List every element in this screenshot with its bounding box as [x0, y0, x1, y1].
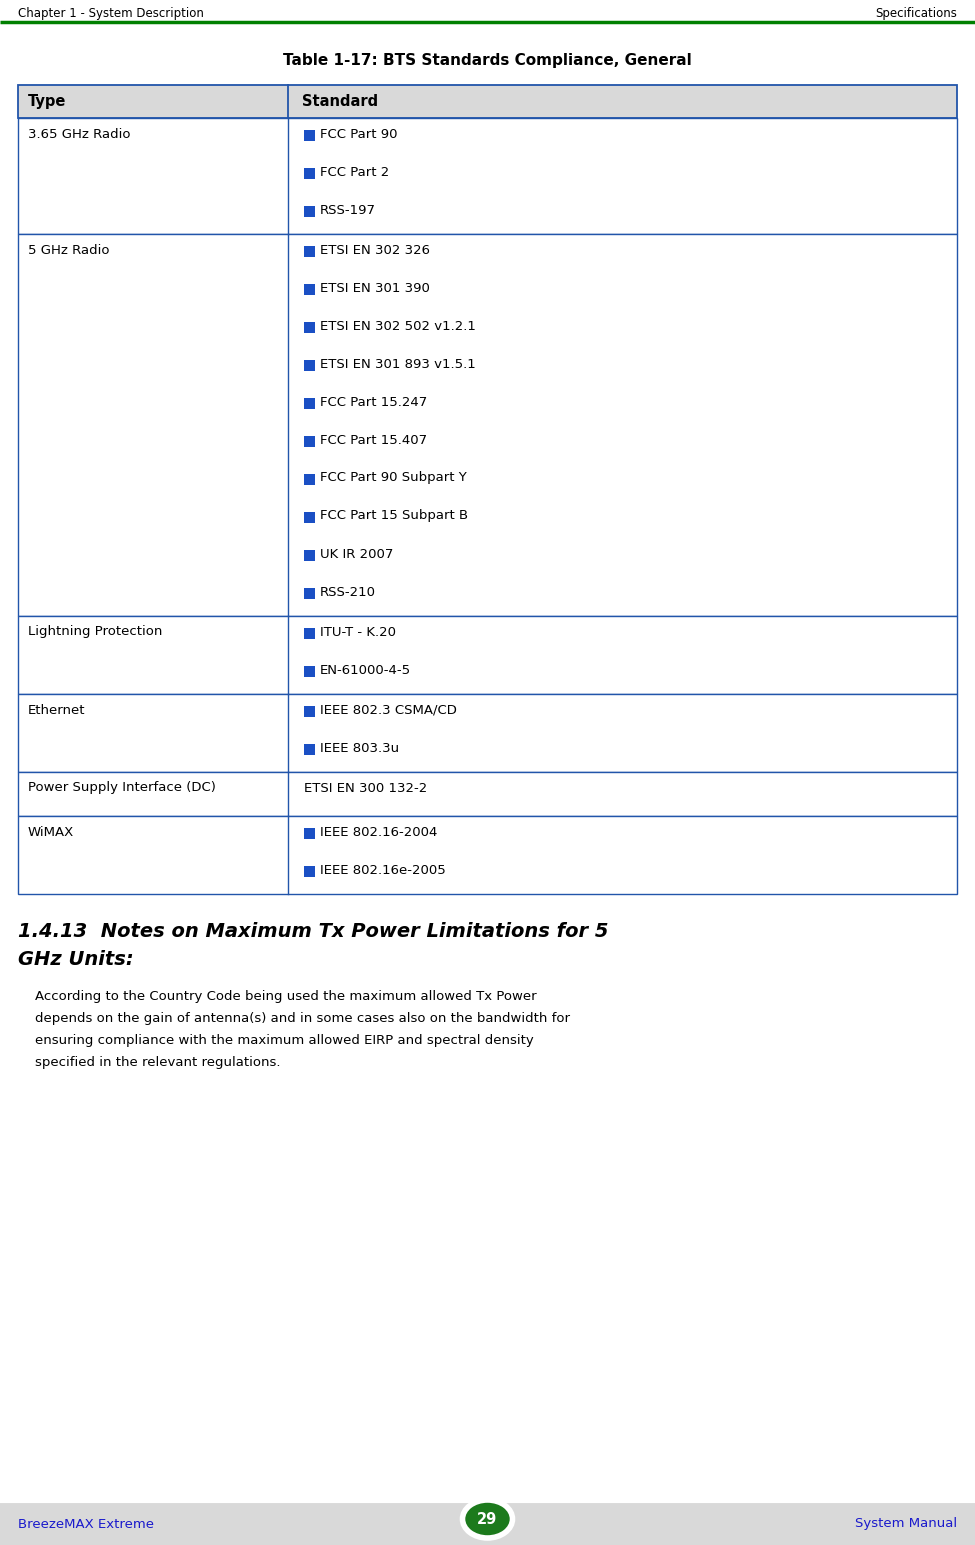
Text: ETSI EN 301 893 v1.5.1: ETSI EN 301 893 v1.5.1 [320, 357, 476, 371]
FancyBboxPatch shape [304, 550, 315, 561]
FancyBboxPatch shape [18, 233, 957, 616]
FancyBboxPatch shape [18, 694, 957, 772]
Text: ETSI EN 301 390: ETSI EN 301 390 [320, 281, 430, 295]
FancyBboxPatch shape [304, 168, 315, 179]
Text: ETSI EN 300 132-2: ETSI EN 300 132-2 [304, 782, 427, 794]
Text: IEEE 802.3 CSMA/CD: IEEE 802.3 CSMA/CD [320, 703, 457, 717]
Text: Table 1-17: BTS Standards Compliance, General: Table 1-17: BTS Standards Compliance, Ge… [283, 53, 692, 68]
Text: EN-61000-4-5: EN-61000-4-5 [320, 663, 411, 677]
FancyBboxPatch shape [0, 1503, 975, 1545]
Text: Ethernet: Ethernet [28, 703, 86, 717]
FancyBboxPatch shape [304, 205, 315, 216]
FancyBboxPatch shape [18, 85, 957, 117]
Text: According to the Country Code being used the maximum allowed Tx Power: According to the Country Code being used… [35, 990, 536, 1003]
FancyBboxPatch shape [304, 246, 315, 256]
Text: IEEE 802.16e-2005: IEEE 802.16e-2005 [320, 864, 446, 876]
FancyBboxPatch shape [304, 321, 315, 334]
FancyBboxPatch shape [304, 627, 315, 640]
FancyBboxPatch shape [304, 666, 315, 677]
Text: specified in the relevant regulations.: specified in the relevant regulations. [35, 1055, 281, 1069]
FancyBboxPatch shape [304, 511, 315, 524]
Text: 1.4.13  Notes on Maximum Tx Power Limitations for 5: 1.4.13 Notes on Maximum Tx Power Limitat… [18, 922, 608, 941]
Text: IEEE 803.3u: IEEE 803.3u [320, 742, 399, 754]
FancyBboxPatch shape [304, 399, 315, 409]
FancyBboxPatch shape [304, 130, 315, 141]
Text: Type: Type [28, 94, 66, 110]
Text: UK IR 2007: UK IR 2007 [320, 547, 393, 561]
Text: ITU-T - K.20: ITU-T - K.20 [320, 626, 396, 638]
Text: FCC Part 90 Subpart Y: FCC Part 90 Subpart Y [320, 471, 467, 485]
Text: Standard: Standard [302, 94, 378, 110]
FancyBboxPatch shape [304, 828, 315, 839]
FancyBboxPatch shape [304, 867, 315, 878]
Text: System Manual: System Manual [855, 1517, 957, 1531]
FancyBboxPatch shape [18, 772, 957, 816]
Text: RSS-197: RSS-197 [320, 204, 376, 216]
Text: depends on the gain of antenna(s) and in some cases also on the bandwidth for: depends on the gain of antenna(s) and in… [35, 1012, 570, 1024]
Text: WiMAX: WiMAX [28, 825, 74, 839]
Text: Chapter 1 - System Description: Chapter 1 - System Description [18, 8, 204, 20]
FancyBboxPatch shape [304, 360, 315, 371]
Text: 29: 29 [478, 1511, 497, 1526]
Text: Power Supply Interface (DC): Power Supply Interface (DC) [28, 782, 215, 794]
FancyBboxPatch shape [18, 816, 957, 895]
FancyBboxPatch shape [18, 117, 957, 233]
Text: IEEE 802.16-2004: IEEE 802.16-2004 [320, 825, 438, 839]
Text: FCC Part 15 Subpart B: FCC Part 15 Subpart B [320, 510, 468, 522]
FancyBboxPatch shape [304, 474, 315, 485]
FancyBboxPatch shape [304, 436, 315, 447]
Text: FCC Part 15.407: FCC Part 15.407 [320, 434, 427, 447]
Text: BreezeMAX Extreme: BreezeMAX Extreme [18, 1517, 154, 1531]
Text: ETSI EN 302 326: ETSI EN 302 326 [320, 244, 430, 256]
FancyBboxPatch shape [304, 589, 315, 599]
FancyBboxPatch shape [304, 745, 315, 756]
Ellipse shape [462, 1500, 513, 1537]
FancyBboxPatch shape [18, 616, 957, 694]
Text: ETSI EN 302 502 v1.2.1: ETSI EN 302 502 v1.2.1 [320, 320, 476, 332]
Text: FCC Part 15.247: FCC Part 15.247 [320, 396, 427, 408]
Text: FCC Part 2: FCC Part 2 [320, 165, 389, 179]
FancyBboxPatch shape [304, 706, 315, 717]
Text: FCC Part 90: FCC Part 90 [320, 128, 398, 141]
Text: RSS-210: RSS-210 [320, 586, 376, 598]
FancyBboxPatch shape [304, 284, 315, 295]
Text: Lightning Protection: Lightning Protection [28, 626, 163, 638]
Text: 3.65 GHz Radio: 3.65 GHz Radio [28, 128, 131, 141]
Text: ensuring compliance with the maximum allowed EIRP and spectral density: ensuring compliance with the maximum all… [35, 1034, 533, 1048]
Text: Specifications: Specifications [876, 8, 957, 20]
Text: 5 GHz Radio: 5 GHz Radio [28, 244, 109, 256]
Text: GHz Units:: GHz Units: [18, 950, 134, 969]
